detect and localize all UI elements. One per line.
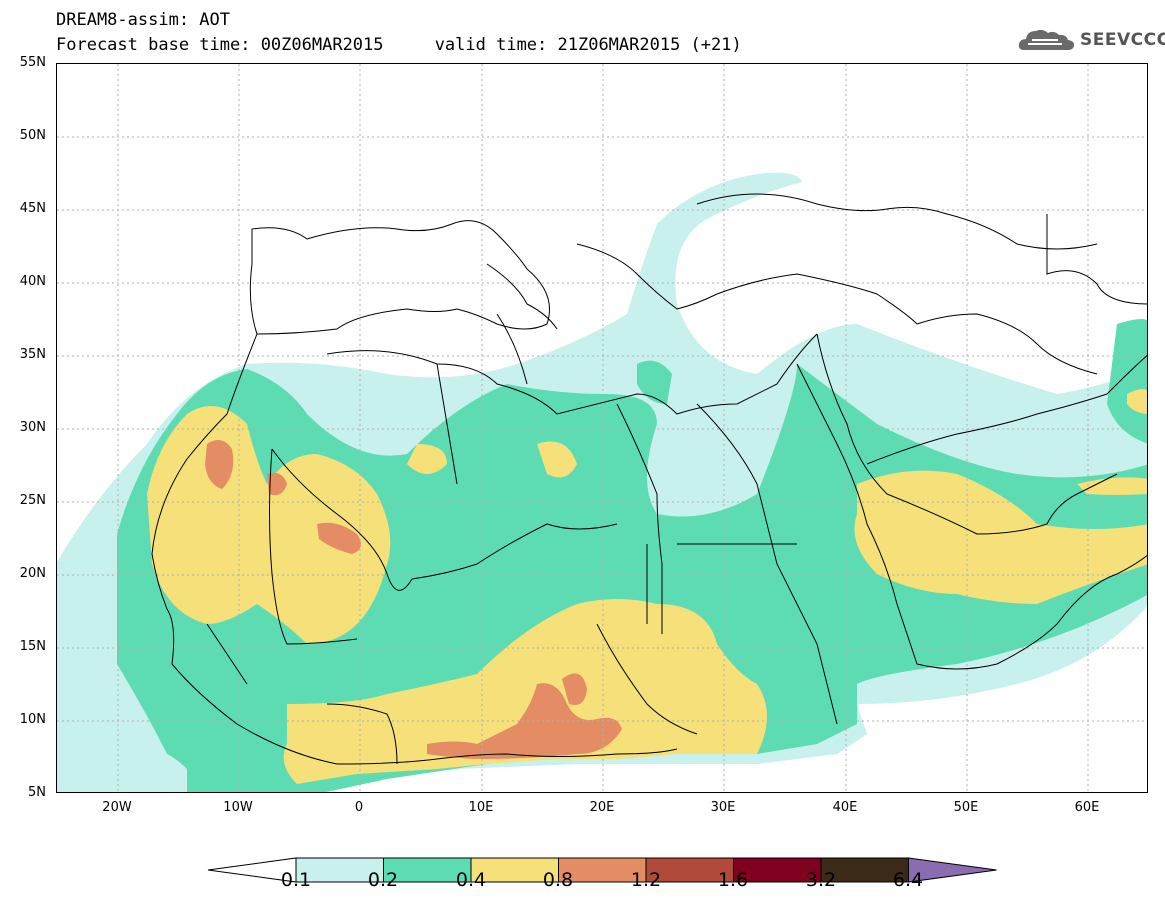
aot-0.8-1.2-field	[205, 440, 622, 759]
colorbar-swatch	[295, 857, 384, 883]
lat-label: 40N	[19, 274, 46, 289]
forecast-time-line: Forecast base time: 00Z06MAR2015 valid t…	[56, 35, 742, 55]
colorbar-label: 0.1	[280, 869, 312, 891]
lon-label: 60E	[1074, 800, 1100, 815]
colorbar-label: 1.2	[630, 869, 662, 891]
colorbar-swatch	[470, 857, 559, 883]
lat-label: 45N	[19, 201, 46, 216]
aot-0.4-0.8-field	[147, 389, 1147, 784]
map-canvas	[57, 64, 1147, 792]
lat-label: 50N	[19, 128, 46, 143]
colorbar-label: 0.4	[455, 869, 487, 891]
lon-label: 10E	[468, 800, 494, 815]
seevccc-logo: SEEVCCC	[1018, 26, 1165, 54]
cloud-icon	[1018, 29, 1075, 50]
lat-label: 25N	[19, 493, 46, 508]
lat-label: 10N	[19, 712, 46, 727]
lat-label: 5N	[28, 785, 46, 800]
dust-aot-map	[56, 63, 1148, 793]
colorbar	[207, 857, 997, 883]
lon-label: 40E	[832, 800, 858, 815]
colorbar-label: 6.4	[892, 869, 924, 891]
lon-label: 50E	[953, 800, 979, 815]
lat-label: 30N	[19, 420, 46, 435]
lon-label: 0	[354, 800, 364, 815]
lat-label: 20N	[19, 566, 46, 581]
colorbar-swatch	[383, 857, 472, 883]
graticule	[57, 64, 1147, 792]
lon-label: 30E	[710, 800, 736, 815]
colorbar-label: 0.2	[367, 869, 399, 891]
colorbar-swatch	[820, 857, 909, 883]
colorbar-swatch	[558, 857, 647, 883]
lat-label: 55N	[19, 55, 46, 70]
lon-label: 20E	[589, 800, 615, 815]
colorbar-swatch	[645, 857, 734, 883]
lat-label: 15N	[19, 639, 46, 654]
logo-text: SEEVCCC	[1080, 30, 1165, 50]
colorbar-label: 0.8	[542, 869, 574, 891]
coastlines-borders	[151, 193, 1147, 765]
colorbar-max-arrow	[908, 857, 997, 883]
colorbar-swatch	[733, 857, 822, 883]
chart-title: DREAM8-assim: AOT	[56, 10, 230, 30]
aot-0.2-0.4-field	[117, 319, 1147, 792]
lon-label: 20W	[102, 800, 132, 815]
lon-label: 10W	[223, 800, 253, 815]
colorbar-label: 3.2	[805, 869, 837, 891]
lat-label: 35N	[19, 347, 46, 362]
colorbar-label: 1.6	[717, 869, 749, 891]
